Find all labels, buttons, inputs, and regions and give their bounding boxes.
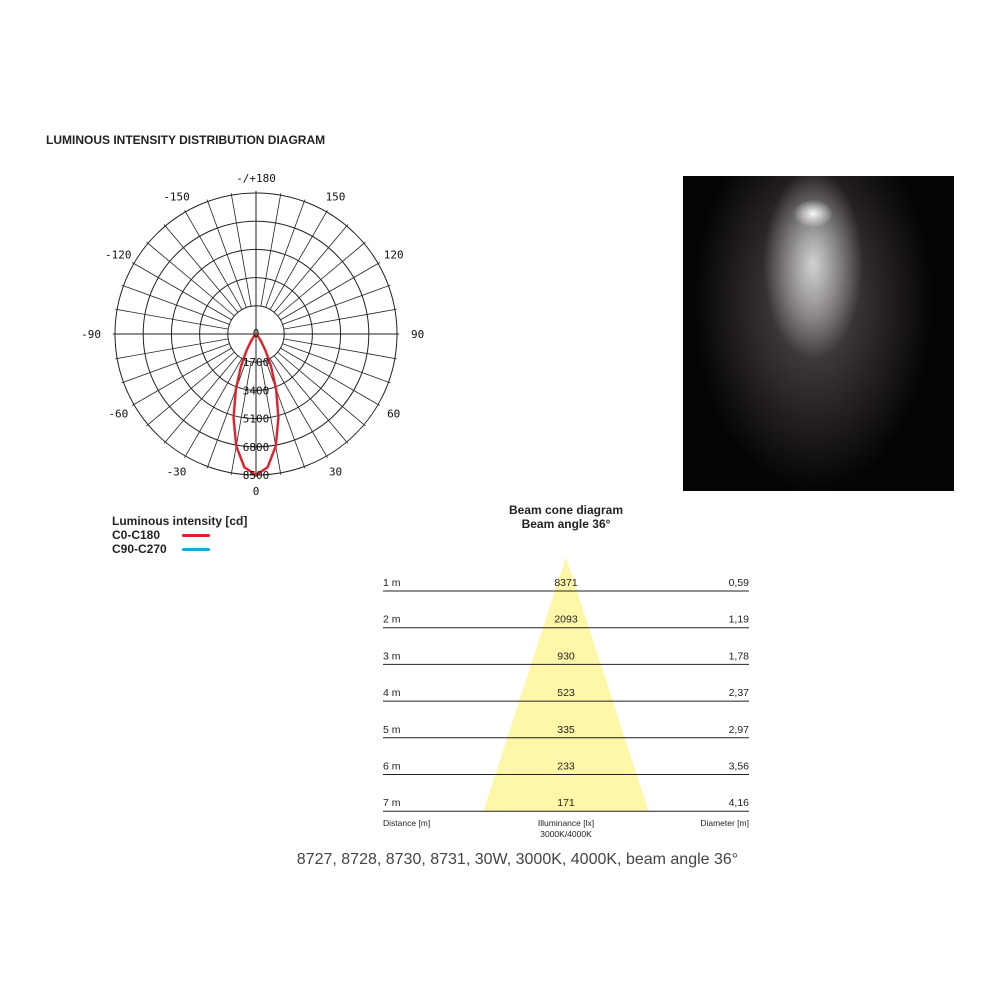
grid-spoke — [277, 241, 366, 317]
grid-spoke — [131, 262, 232, 321]
column-header-diameter: Diameter [m] — [700, 818, 749, 828]
angle-label: 30 — [329, 466, 342, 479]
angle-label: -60 — [108, 408, 128, 421]
angle-label: 90 — [411, 328, 424, 341]
column-note: 3000K/4000K — [540, 829, 592, 839]
grid-spoke — [282, 284, 391, 325]
cone-subtitle: Beam angle 36° — [521, 517, 611, 531]
legend: Luminous intensity [cd] C0-C180 C90-C270 — [112, 514, 247, 556]
grid-spoke — [121, 343, 230, 384]
radial-tick-label: 6800 — [243, 441, 270, 454]
radial-tick-label: 3400 — [243, 384, 270, 397]
grid-ring — [227, 305, 285, 363]
angle-label: 60 — [387, 408, 400, 421]
grid-spoke — [273, 224, 349, 313]
grid-spoke — [277, 351, 366, 427]
grid-spoke — [283, 338, 397, 360]
grid-spoke — [121, 284, 230, 325]
grid-ring — [199, 277, 313, 391]
grid-spoke — [206, 199, 247, 308]
grid-spoke — [184, 358, 243, 459]
grid-spoke — [265, 199, 306, 308]
grid-spoke — [230, 361, 252, 475]
angle-label: -150 — [163, 190, 190, 203]
cone-title-text: Beam cone diagram — [508, 503, 624, 517]
distance-cell: 1 m — [383, 577, 401, 589]
illuminance-cell: 523 — [557, 687, 575, 699]
grid-ring — [142, 220, 370, 448]
angle-label: 120 — [384, 249, 404, 262]
illuminance-cell: 8371 — [554, 577, 578, 589]
distance-cell: 2 m — [383, 614, 401, 626]
grid-spoke — [260, 361, 282, 475]
illuminance-cell: 171 — [557, 797, 575, 809]
product-caption: 8727, 8728, 8730, 8731, 30W, 3000K, 4000… — [296, 851, 739, 868]
grid-spoke — [146, 241, 235, 317]
angle-label: -/+180 — [236, 172, 276, 185]
distance-cell: 4 m — [383, 687, 401, 699]
angle-label: 0 — [253, 485, 260, 498]
chart-title: LUMINOUS INTENSITY DISTRIBUTION DIAGRAM — [46, 133, 326, 147]
radial-tick-label: 0 — [253, 327, 260, 340]
cone-title: Beam cone diagram Beam angle 36° — [466, 503, 666, 531]
diameter-cell: 1,78 — [729, 650, 750, 662]
grid-spoke — [282, 343, 391, 384]
column-header-distance: Distance [m] — [383, 818, 430, 828]
diameter-cell: 0,59 — [729, 577, 750, 589]
legend-title: Luminous intensity [cd] — [112, 514, 248, 528]
distance-cell: 3 m — [383, 650, 401, 662]
beam-cone — [483, 557, 649, 812]
diameter-cell: 3,56 — [729, 761, 750, 773]
grid-spoke — [146, 351, 235, 427]
grid-spoke — [280, 347, 381, 406]
illuminance-cell: 233 — [557, 761, 575, 773]
distance-cell: 5 m — [383, 724, 401, 736]
grid-spoke — [163, 355, 239, 444]
diameter-cell: 2,37 — [729, 687, 750, 699]
legend-swatch-red — [182, 533, 210, 537]
grid-spoke — [260, 193, 282, 307]
grid-spoke — [230, 193, 252, 307]
grid-spoke — [163, 224, 239, 313]
angle-label: 150 — [326, 190, 346, 203]
legend-label: C90-C270 — [112, 542, 167, 556]
radial-tick-label: 5100 — [243, 413, 270, 426]
radial-tick-label: 8500 — [243, 469, 270, 482]
legend-label: C0-C180 — [112, 528, 161, 542]
illuminance-cell: 335 — [557, 724, 575, 736]
illuminance-cell: 930 — [557, 650, 575, 662]
diameter-cell: 1,19 — [729, 614, 750, 626]
series-C0-C180 — [232, 333, 280, 477]
illuminance-cell: 2093 — [554, 614, 578, 626]
radial-tick-label: 1700 — [243, 356, 270, 369]
grid-spoke — [269, 209, 328, 310]
angle-label: -30 — [167, 466, 187, 479]
grid-spoke — [283, 308, 397, 330]
legend-swatch-blue — [182, 547, 210, 551]
light-beam-photo — [683, 176, 954, 491]
column-header-illuminance: Illuminance [lx] — [538, 818, 594, 828]
diameter-cell: 4,16 — [729, 797, 750, 809]
distance-cell: 7 m — [383, 797, 401, 809]
angle-label: -90 — [81, 328, 101, 341]
legend-item-c0: C0-C180 — [112, 528, 247, 542]
angle-label: -120 — [105, 249, 132, 262]
grid-spoke — [280, 262, 381, 321]
grid-spoke — [115, 308, 229, 330]
diameter-cell: 2,97 — [729, 724, 750, 736]
grid-spoke — [269, 358, 328, 459]
distance-cell: 6 m — [383, 761, 401, 773]
grid-spoke — [206, 360, 247, 469]
grid-spoke — [184, 209, 243, 310]
legend-item-c90: C90-C270 — [112, 542, 247, 556]
grid-ring — [170, 248, 342, 420]
grid-spoke — [115, 338, 229, 360]
grid-spoke — [273, 355, 349, 444]
grid-spoke — [131, 347, 232, 406]
grid-spoke — [265, 360, 306, 469]
